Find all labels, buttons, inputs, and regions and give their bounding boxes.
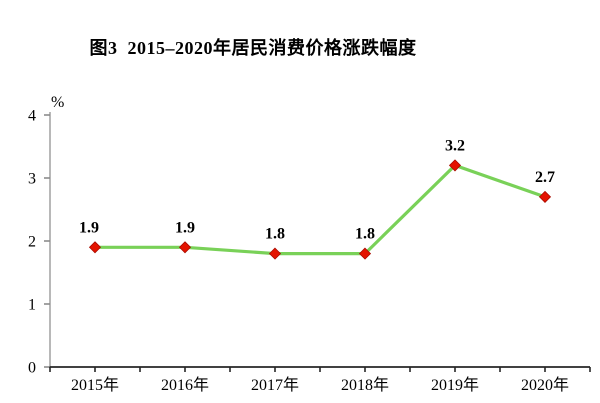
- data-label: 1.8: [355, 226, 375, 243]
- x-category-label: 2017年: [251, 376, 299, 394]
- y-tick-label: 3: [28, 171, 36, 188]
- data-marker: [538, 190, 552, 203]
- data-marker: [268, 247, 282, 260]
- y-tick-label: 0: [28, 360, 36, 377]
- data-label: 2.7: [535, 169, 555, 186]
- data-label: 1.9: [79, 219, 99, 236]
- chart-title: 图3 2015–2020年居民消费价格涨跌幅度: [89, 38, 417, 58]
- data-marker: [88, 241, 102, 254]
- data-marker: [178, 241, 192, 254]
- data-line: [95, 163, 546, 256]
- x-category-label: 2018年: [341, 376, 389, 394]
- x-category-label: 2020年: [521, 376, 569, 394]
- y-tick-label: 2: [28, 234, 36, 251]
- x-category-label: 2015年: [71, 376, 119, 394]
- data-label: 1.9: [175, 219, 195, 236]
- data-label: 3.2: [445, 137, 465, 154]
- x-category-label: 2016年: [161, 376, 209, 394]
- x-category-label: 2019年: [431, 376, 479, 394]
- y-tick-label: 1: [28, 297, 36, 314]
- data-marker: [358, 247, 372, 260]
- data-marker: [448, 159, 462, 172]
- y-tick-label: 4: [28, 108, 36, 125]
- y-axis-unit-label: %: [51, 94, 64, 111]
- data-label: 1.8: [265, 226, 285, 243]
